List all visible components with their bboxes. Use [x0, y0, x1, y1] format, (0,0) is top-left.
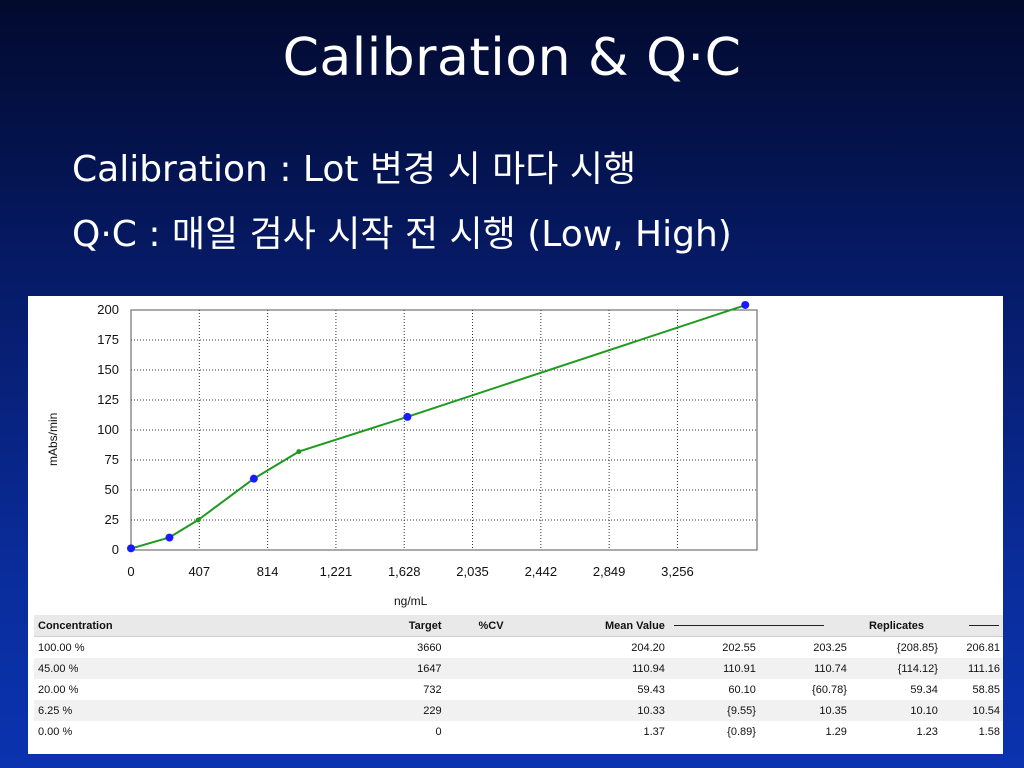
replicate-cell: 202.55 [722, 641, 756, 654]
plot-frame [130, 309, 758, 551]
replicate-cell: {114.12} [850, 658, 942, 679]
replicates-rule-left [673, 625, 824, 627]
x-tick-label: 2,035 [456, 564, 489, 579]
concentration-cell: 6.25 % [34, 700, 382, 721]
replicate-cell: 110.74 [759, 658, 851, 679]
target-cell: 0 [435, 725, 442, 738]
replicate-cell: 10.54 [941, 700, 1003, 721]
calibration-chart: 0 407 814 1,221 1,628 2,035 2,442 2,849 3,256 0 25… [97, 300, 758, 579]
replicate-cell: {60.78} [812, 683, 847, 696]
table-header-row: Concentration Target %CV Mean Value Repl… [34, 615, 1003, 637]
replicate-cell: 59.34 [910, 683, 938, 696]
data-point [127, 544, 135, 553]
calibration-panel: 0 407 814 1,221 1,628 2,035 2,442 2,849 3,256 0 25… [28, 296, 1003, 754]
col-replicates: Replicates [668, 615, 1003, 637]
concentration-cell: 100.00 % [38, 641, 85, 654]
replicate-cell: {0.89} [727, 725, 756, 738]
concentration-cell: 20.00 % [38, 683, 79, 696]
x-axis-label: ng/mL [394, 594, 428, 608]
y-tick-label: 125 [97, 392, 119, 407]
replicate-cell: 111.16 [941, 658, 1003, 679]
cv-cell [446, 637, 537, 659]
x-tick-label: 814 [257, 564, 279, 579]
mean-cell: 59.43 [637, 683, 665, 696]
replicate-cell: 1.58 [978, 725, 1000, 738]
x-tick-label: 2,442 [525, 564, 558, 579]
table-row: 20.00 % 732 59.43 60.10 {60.78} 59.34 58.85 [34, 679, 1003, 700]
target-cell: 3660 [417, 641, 442, 654]
replicate-cell: 206.81 [966, 641, 1000, 654]
col-concentration: Concentration [34, 615, 382, 637]
y-tick-label: 175 [97, 332, 119, 347]
concentration-cell: 0.00 % [38, 725, 73, 738]
y-tick-label: 150 [97, 362, 119, 377]
col-mean: Mean Value [536, 615, 669, 637]
y-tick-label: 0 [112, 542, 119, 557]
mean-cell: 10.33 [536, 700, 669, 721]
calibration-table: Concentration Target %CV Mean Value Repl… [34, 615, 1003, 742]
replicate-cell: 58.85 [972, 683, 1000, 696]
y-tick-label: 50 [105, 482, 119, 497]
y-tick-label: 25 [105, 512, 119, 527]
data-point [403, 412, 412, 421]
replicates-rule-right [969, 625, 1000, 627]
cv-cell [445, 658, 537, 679]
target-cell: 1647 [381, 658, 446, 679]
replicate-cell: 1.29 [825, 725, 847, 738]
target-cell: 229 [381, 700, 446, 721]
data-point [165, 533, 174, 542]
bullet-qc: Q·C : 매일 검사 시작 전 시행 (Low, High) [72, 214, 732, 255]
cv-cell [445, 700, 537, 721]
mean-cell: 110.94 [536, 658, 669, 679]
data-point [249, 474, 258, 483]
y-axis-label: mAbs/min [46, 412, 60, 466]
x-tick-label: 407 [188, 564, 210, 579]
data-point [741, 300, 750, 309]
x-tick-label: 1,628 [388, 564, 421, 579]
y-tick-label: 200 [97, 302, 119, 317]
slide-title: Calibration & Q·C [282, 28, 742, 88]
x-tick-label: 2,849 [593, 564, 626, 579]
table-row: 0.00 % 0 1.37 {0.89} 1.29 1.23 1.58 [34, 721, 1003, 742]
concentration-cell: 45.00 % [34, 658, 382, 679]
replicate-cell: {9.55} [668, 700, 760, 721]
y-tick-label: 75 [105, 452, 119, 467]
table-row: 100.00 % 3660 204.20 202.55 203.25 {208.85} 20… [34, 637, 1003, 659]
col-target: Target [381, 615, 446, 637]
table-row: 45.00 % 1647 110.94 110.91 110.74 {114.12} 111… [34, 658, 1003, 679]
replicate-cell: 203.25 [813, 641, 847, 654]
replicate-cell: 10.35 [759, 700, 851, 721]
replicate-cell: 1.23 [916, 725, 938, 738]
replicate-cell: 10.10 [850, 700, 942, 721]
bullet-calibration: Calibration : Lot 변경 시 마다 시행 [72, 149, 637, 190]
replicates-label: Replicates [868, 619, 924, 632]
col-cv: %CV [445, 615, 537, 637]
mean-cell: 204.20 [631, 641, 665, 654]
cv-cell [446, 721, 537, 742]
curve-point [195, 517, 201, 523]
table-row: 6.25 % 229 10.33 {9.55} 10.35 10.10 10.54 [34, 700, 1003, 721]
replicate-cell: 60.10 [728, 683, 756, 696]
x-tick-label: 1,221 [320, 564, 353, 579]
curve-point [296, 449, 302, 455]
target-cell: 732 [423, 683, 442, 696]
replicate-cell: {208.85} [896, 641, 938, 654]
mean-cell: 1.37 [643, 725, 665, 738]
x-tick-label: 0 [127, 564, 134, 579]
replicate-cell: 110.91 [668, 658, 760, 679]
x-tick-label: 3,256 [661, 564, 694, 579]
y-tick-label: 100 [97, 422, 119, 437]
cv-cell [446, 679, 537, 700]
